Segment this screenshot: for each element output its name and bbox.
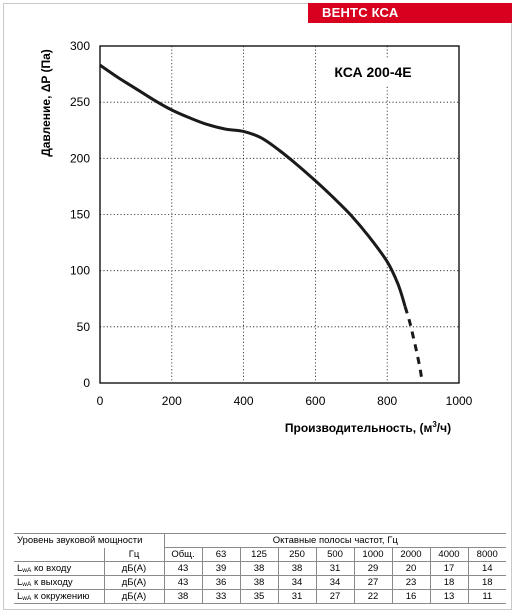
performance-curve bbox=[99, 63, 407, 308]
table-title: Уровень звуковой мощности bbox=[14, 533, 165, 548]
row-unit: дБ(А) bbox=[103, 589, 165, 604]
row-label-sub: wA bbox=[22, 581, 32, 588]
column-header: Общ. bbox=[163, 547, 203, 562]
row-label-rest: ко входу bbox=[31, 563, 72, 574]
x-tick-label: 800 bbox=[377, 394, 397, 408]
x-tick-label: 200 bbox=[162, 394, 182, 408]
grid bbox=[100, 46, 459, 383]
table-row: LwA к выходу дБ(А) 43 36 38 34 34 27 23 … bbox=[14, 575, 506, 590]
x-axis-label-text: Производительность, (м bbox=[285, 421, 433, 435]
row-label-main: L bbox=[17, 577, 23, 588]
y-tick-label: 200 bbox=[70, 151, 90, 165]
x-axis-label-sup: 3 bbox=[432, 420, 437, 429]
table-cell: 11 bbox=[467, 589, 506, 604]
sound-power-table: Уровень звуковой мощности Октавные полос… bbox=[14, 533, 506, 604]
row-label-rest: к выходу bbox=[31, 577, 73, 588]
column-header: 8000 bbox=[467, 547, 506, 562]
bands-title: Октавные полосы частот, Гц bbox=[163, 533, 506, 548]
y-tick-label: 150 bbox=[70, 208, 90, 222]
table-cell: 20 bbox=[391, 561, 431, 576]
x-axis-label: Производительность, (м3/ч) bbox=[285, 420, 451, 435]
row-unit: дБ(А) bbox=[103, 561, 165, 576]
tick-labels: 0 200 400 600 800 1000 0 50 100 150 200 250 300 bbox=[70, 39, 473, 408]
table-cell: 33 bbox=[201, 589, 241, 604]
column-header: 4000 bbox=[429, 547, 469, 562]
brand-tab: ВЕНТС КСА bbox=[308, 3, 512, 23]
table-cell: 27 bbox=[353, 575, 393, 590]
model-label: КСА 200-4E bbox=[334, 64, 411, 80]
row-label-main: L bbox=[17, 591, 23, 602]
row-label: LwA к выходу bbox=[14, 575, 105, 590]
table-cell: 18 bbox=[429, 575, 469, 590]
row-label-main: L bbox=[17, 563, 23, 574]
x-axis-label-tail: /ч) bbox=[437, 421, 451, 435]
column-header: 1000 bbox=[353, 547, 393, 562]
performance-curve-dashed bbox=[403, 306, 424, 384]
table-cell: 38 bbox=[239, 575, 279, 590]
column-header: 125 bbox=[239, 547, 279, 562]
row-label-sub: wA bbox=[22, 567, 32, 574]
table-cell: 16 bbox=[391, 589, 431, 604]
column-header: 63 bbox=[201, 547, 241, 562]
table-cell: 22 bbox=[353, 589, 393, 604]
table-row: LwA ко входу дБ(А) 43 39 38 38 31 29 20 … bbox=[14, 561, 506, 576]
row-label-rest: к окружению bbox=[31, 591, 90, 602]
x-tick-label: 1000 bbox=[446, 394, 473, 408]
table-cell: 36 bbox=[201, 575, 241, 590]
table-cell: 14 bbox=[467, 561, 506, 576]
y-tick-label: 100 bbox=[70, 264, 90, 278]
y-axis-label: Давление, ΔP (Па) bbox=[39, 49, 53, 157]
y-tick-label: 300 bbox=[70, 39, 90, 53]
row-unit: дБ(А) bbox=[103, 575, 165, 590]
table-cell: 17 bbox=[429, 561, 469, 576]
table-header-row: Уровень звуковой мощности Октавные полос… bbox=[14, 533, 506, 548]
row-label-sub: wA bbox=[22, 595, 32, 602]
column-header: 500 bbox=[315, 547, 355, 562]
y-tick-label: 0 bbox=[83, 376, 90, 390]
table-cell: 27 bbox=[315, 589, 355, 604]
x-tick-label: 400 bbox=[234, 394, 254, 408]
row-label: LwA к окружению bbox=[14, 589, 105, 604]
table-cell: 38 bbox=[277, 561, 317, 576]
table-cell: 18 bbox=[467, 575, 506, 590]
plot-area-border bbox=[99, 45, 460, 384]
table-cell: 13 bbox=[429, 589, 469, 604]
table-cell: 43 bbox=[163, 575, 203, 590]
series bbox=[99, 63, 424, 384]
y-tick-label: 250 bbox=[70, 95, 90, 109]
table-cell: 29 bbox=[353, 561, 393, 576]
table-cell: 43 bbox=[163, 561, 203, 576]
column-header: 2000 bbox=[391, 547, 431, 562]
unit-header: Гц bbox=[103, 547, 165, 562]
table-cell: 34 bbox=[277, 575, 317, 590]
column-header: 250 bbox=[277, 547, 317, 562]
table-cell: 31 bbox=[315, 561, 355, 576]
table-cell: 38 bbox=[239, 561, 279, 576]
x-tick-label: 600 bbox=[305, 394, 325, 408]
fan-performance-chart: 0 200 400 600 800 1000 0 50 100 150 200 250 300 КСА … bbox=[39, 39, 473, 435]
model-label-box: КСА 200-4E bbox=[322, 58, 424, 86]
table-cell: 38 bbox=[163, 589, 203, 604]
table-cell: 23 bbox=[391, 575, 431, 590]
table-row: LwA к окружению дБ(А) 38 33 35 31 27 22 … bbox=[14, 589, 506, 604]
model-label-background bbox=[322, 58, 424, 86]
table-cell: 31 bbox=[277, 589, 317, 604]
row-label: LwA ко входу bbox=[14, 561, 105, 576]
table-cell: 34 bbox=[315, 575, 355, 590]
x-tick-label: 0 bbox=[97, 394, 104, 408]
table-columns-row: Гц Общ. 63 125 250 500 1000 2000 4000 80… bbox=[14, 547, 506, 562]
empty-cell bbox=[14, 547, 105, 562]
page-frame bbox=[3, 3, 512, 610]
table-cell: 35 bbox=[239, 589, 279, 604]
y-tick-label: 50 bbox=[77, 320, 91, 334]
table-cell: 39 bbox=[201, 561, 241, 576]
axes bbox=[99, 45, 460, 384]
